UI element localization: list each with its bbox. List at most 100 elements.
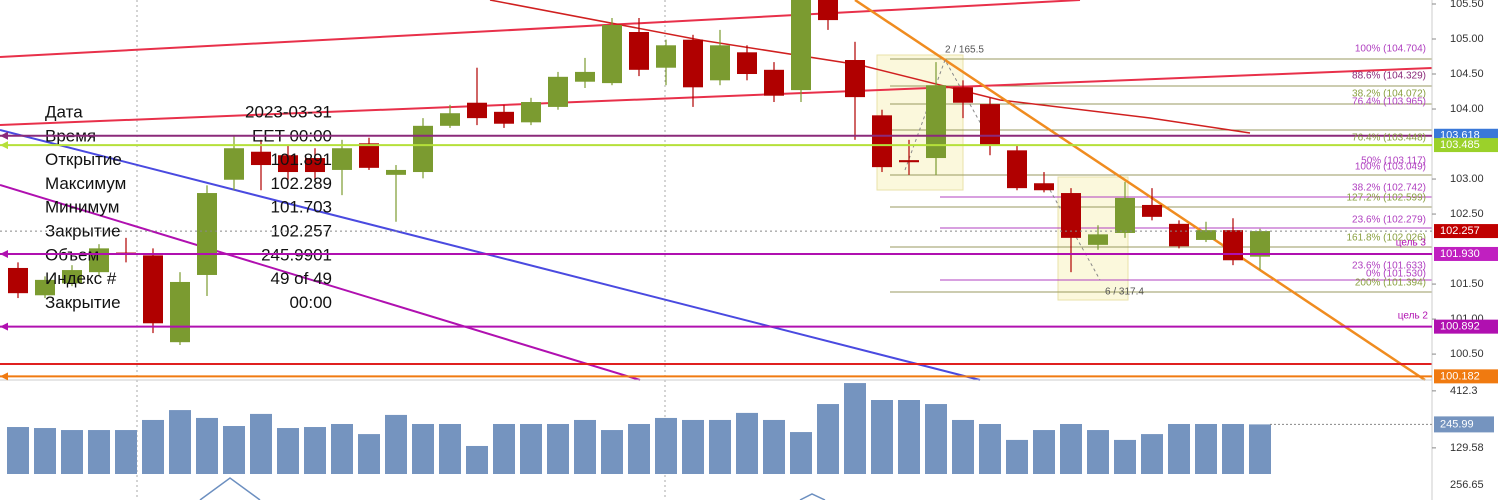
wave-line [904,58,1101,281]
trend-line [854,0,1426,382]
candle-body [1061,193,1081,238]
volume-bar [1168,423,1190,474]
volume-bar [142,419,164,474]
volume-bar [547,423,569,474]
candle-body [575,71,595,82]
trend-line [0,0,1081,58]
annotation: 200% (101.394) [1355,278,1426,289]
annotation: цель 2 [1398,311,1429,322]
price-tag [1434,138,1498,153]
price-tag-label: 103.485 [1440,139,1480,151]
y-tick-label: 105.50 [1450,0,1484,10]
candle-body [1007,150,1027,189]
info-value: 101.703 [271,198,332,217]
candle-body [926,85,946,159]
candle-body [656,45,676,68]
volume-bar [7,427,29,474]
volume-bar [844,383,866,474]
volume-bar [1249,424,1271,474]
candle-body [440,113,460,126]
candle-body [521,102,541,123]
annotation: 23.6% (101.633) [1352,261,1426,272]
volume-bar [1141,434,1163,474]
candle-body [1115,197,1135,233]
volume-bar [520,423,542,474]
volume-bar [196,417,218,474]
trend-line [0,67,1433,126]
candle-body [629,31,649,70]
volume-bar [925,404,947,474]
info-label: Минимум [45,198,119,217]
volume-bar [817,404,839,474]
candle-body [872,115,892,168]
volume-bar [682,419,704,474]
volume-bar [1222,423,1244,474]
indicator-line [199,477,826,500]
plot [7,0,1271,474]
candle-body [278,155,298,173]
volume-bar [1114,439,1136,474]
info-label: Закрытие [45,293,121,312]
candle-body [413,125,433,173]
volume-bar [223,426,245,474]
price-tag-label: 101.930 [1440,248,1480,260]
y-tick-label: 105.00 [1450,33,1484,45]
volume-bar [412,423,434,474]
candle-body [980,104,1000,145]
candle-body [548,76,568,107]
candle-body [332,148,352,170]
candle-body [845,60,865,98]
moving-average [489,0,1251,134]
volume-bar [952,419,974,474]
volume-bar [277,428,299,474]
candle-body [386,169,406,175]
candle-body [359,143,379,168]
level-arrow [0,249,8,258]
level-arrow [0,141,8,150]
volume-bar [1006,439,1028,474]
volume-bar [304,427,326,474]
volume-bar [736,412,758,474]
annotation: 100% (103.049) [1355,162,1426,173]
candle-body [170,281,190,343]
volume-bar [601,430,623,474]
price-tag [1434,224,1498,239]
volume-bar [88,430,110,474]
candle-body [305,158,325,173]
price-tag [1434,369,1498,384]
volume-bar [439,423,461,474]
volume-bar [628,423,650,474]
info-label: Закрытие [45,221,121,240]
candle-body [224,148,244,180]
candle-body [710,45,730,81]
volume-bar [466,445,488,474]
annotation: 100% (104.704) [1355,44,1426,55]
volume-bar [574,419,596,474]
candle-body [143,255,163,324]
annotation: 76.4% (103.448) [1352,133,1426,144]
price-tag [1434,319,1498,334]
volume-bar [790,432,812,474]
info-value: 00:00 [289,293,332,312]
annotation: 76.4% (103.965) [1352,97,1426,108]
volume-bar [61,430,83,474]
info-label: Максимум [45,174,126,193]
volume-bar [655,417,677,474]
info-label: Дата [45,102,83,121]
price-tag [1434,246,1498,261]
candle-body [791,0,811,91]
volume-bar [331,423,353,474]
candle-body [1142,204,1162,217]
level-arrow [0,372,8,381]
candle-body [494,111,514,124]
y-tick-label: 104.50 [1450,68,1484,80]
y-tick-label: 103.00 [1450,173,1484,185]
volume-bar [871,400,893,474]
candle-body [1250,231,1270,257]
candle-body [899,160,919,163]
candle-body [1169,223,1189,247]
annotation: 0% (101.530) [1366,269,1426,280]
candle-body [953,87,973,103]
info-value: 101.891 [271,150,332,169]
